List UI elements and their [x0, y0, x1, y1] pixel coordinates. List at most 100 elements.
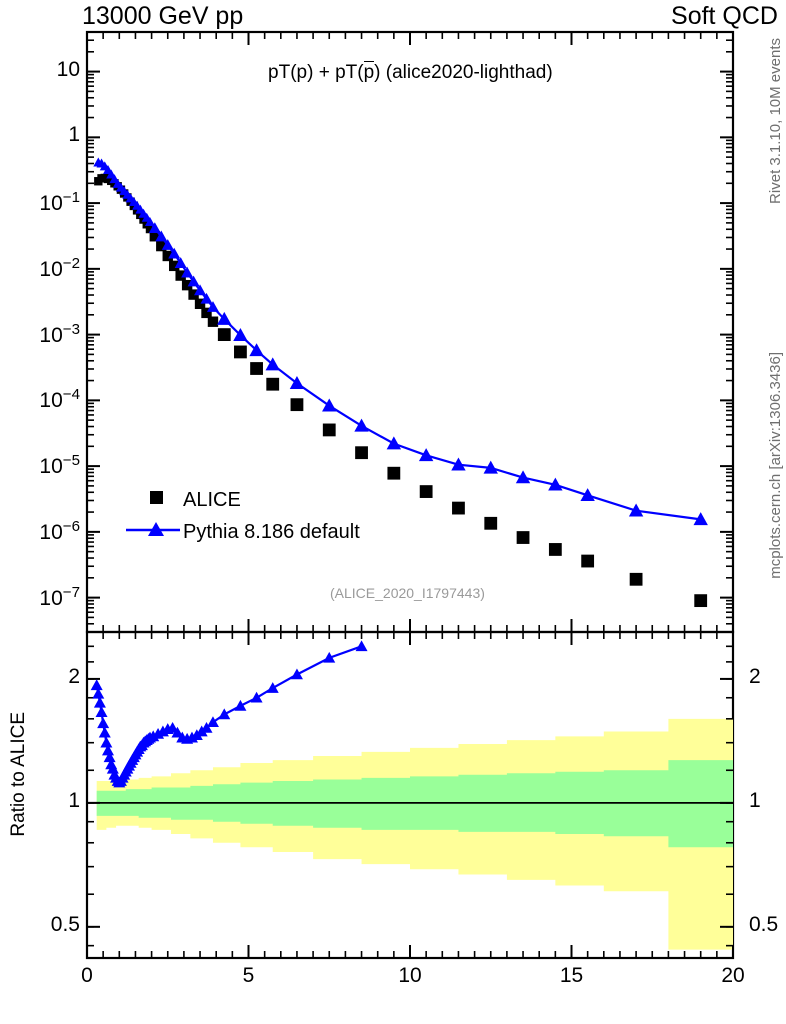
title-paren-open: (	[357, 62, 364, 83]
data-point-square	[548, 543, 562, 556]
data-point-triangle	[187, 275, 200, 287]
title-pt3: pT	[335, 62, 358, 83]
main-ytick-label: 10−4	[39, 386, 80, 413]
title-plus: +	[313, 62, 336, 83]
data-point-triangle	[233, 327, 248, 341]
data-point-triangle	[289, 376, 305, 390]
data-point-square	[149, 231, 161, 242]
data-point-triangle	[548, 477, 563, 491]
data-point-triangle	[217, 311, 232, 325]
main-ytick-label: 10−5	[39, 452, 80, 479]
xtick-label: 0	[81, 964, 93, 987]
data-point-square	[355, 446, 368, 460]
title-paren-close: )	[374, 62, 381, 83]
main-ytick-label: 1	[68, 123, 80, 147]
plot-title: pT(p) + pT(p) (alice2020-lighthad)	[268, 61, 553, 84]
data-point-triangle	[206, 301, 219, 312]
data-point-square	[290, 398, 304, 412]
ratio-ytick-label: 0.5	[50, 912, 80, 936]
main-ytick-label: 10−6	[39, 517, 80, 544]
data-point-triangle	[194, 284, 207, 296]
data-point-triangle	[181, 266, 194, 278]
ratio-point-triangle	[93, 696, 106, 708]
data-point-triangle	[249, 343, 264, 357]
data-point-square	[694, 594, 708, 608]
ratio-point-triangle	[355, 640, 368, 652]
ratio-axis-title: Ratio to ALICE	[8, 712, 29, 837]
data-point-triangle	[174, 257, 187, 268]
ratio-ytick-label-right: 1	[749, 788, 761, 812]
data-point-triangle	[515, 470, 531, 484]
main-ytick-label: 10−1	[39, 189, 80, 216]
data-point-square	[266, 377, 280, 391]
ratio-ytick-label: 1	[68, 788, 80, 812]
ratio-point-triangle	[323, 651, 336, 663]
legend-label-alice: ALICE	[183, 489, 241, 511]
ratio-point-triangle	[95, 706, 108, 718]
ratio-panel	[85, 630, 735, 960]
title-analysis: (alice2020-lighthad)	[380, 62, 553, 83]
data-point-square	[175, 270, 186, 281]
data-point-square	[162, 250, 173, 262]
data-point-square	[156, 240, 167, 252]
ratio-ytick-label-right: 0.5	[749, 912, 779, 936]
main-ytick-label: 10	[56, 57, 80, 81]
main-ytick-label: 10−3	[39, 320, 80, 347]
data-point-square	[169, 260, 180, 272]
data-point-square	[181, 279, 193, 291]
main-panel	[85, 30, 735, 634]
data-point-square	[217, 328, 231, 342]
legend-markers	[126, 491, 180, 536]
data-point-square	[387, 466, 401, 480]
ratio-point-triangle	[218, 708, 231, 720]
mcplots-source-label: mcplots.cern.ch [arXiv:1306.3436]	[767, 352, 784, 579]
data-point-square	[201, 307, 212, 319]
data-point-square	[629, 572, 643, 586]
data-point-square	[484, 516, 498, 530]
ratio-ytick-label-right: 2	[749, 664, 761, 688]
data-point-triangle	[168, 247, 181, 259]
ratio-point-triangle	[103, 751, 116, 763]
data-point-square	[419, 485, 433, 498]
ratio-point-triangle	[97, 717, 110, 729]
data-point-square	[581, 554, 595, 568]
ratio-point-triangle	[106, 762, 119, 774]
ratio-point-triangle	[290, 668, 303, 680]
data-point-triangle	[386, 436, 402, 450]
data-point-triangle	[322, 398, 337, 412]
ratio-point-triangle	[101, 744, 114, 756]
data-point-triangle	[155, 230, 168, 242]
data-point-square	[145, 224, 155, 234]
data-point-square	[322, 423, 336, 437]
data-point-triangle	[200, 292, 213, 304]
ratio-point-triangle	[234, 699, 247, 711]
data-point-triangle	[628, 503, 644, 517]
ratio-point-triangle	[100, 736, 113, 748]
data-point-square	[132, 206, 142, 215]
data-point-triangle	[148, 222, 161, 234]
data-point-square	[250, 362, 263, 375]
data-point-triangle	[580, 488, 595, 502]
data-point-square	[516, 531, 530, 544]
data-point-triangle	[418, 448, 434, 462]
legend-marker-triangle	[148, 522, 164, 536]
data-point-square	[188, 289, 199, 300]
data-point-triangle	[265, 357, 280, 371]
title-antiproton: p	[363, 61, 375, 83]
ratio-point-triangle	[92, 687, 105, 699]
ratio-point-triangle	[206, 716, 219, 728]
xtick-label: 10	[398, 964, 422, 987]
legend-label-pythia: Pythia 8.186 default	[183, 521, 360, 543]
ratio-ytick-label: 2	[68, 664, 80, 688]
data-point-square	[194, 298, 206, 310]
data-point-triangle	[451, 457, 466, 471]
legend-marker-square	[150, 491, 163, 504]
data-point-square	[234, 345, 247, 359]
data-point-triangle	[354, 418, 369, 432]
xtick-label: 5	[242, 964, 255, 987]
analysis-id-watermark: (ALICE_2020_I1797443)	[330, 585, 485, 601]
main-ytick-label: 10−2	[39, 254, 80, 281]
data-point-triangle	[693, 512, 708, 526]
